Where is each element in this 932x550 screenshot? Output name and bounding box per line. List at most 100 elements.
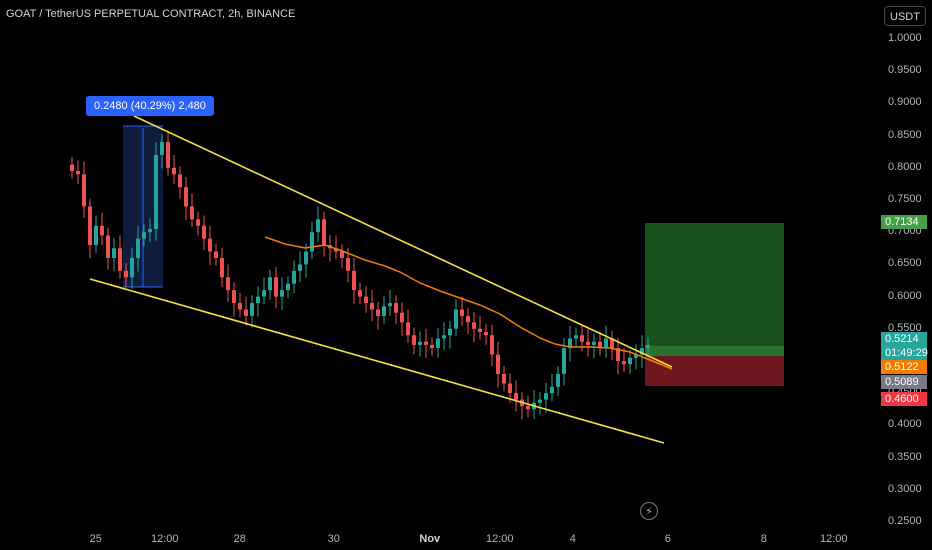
candle-body [346,257,350,271]
candle-body [298,264,302,271]
chart-title: GOAT / TetherUS PERPETUAL CONTRACT, 2h, … [6,8,296,20]
candle-body [334,248,338,252]
candle-body [604,338,608,349]
lightning-icon[interactable]: ⚡ [640,502,658,520]
candle-body [292,270,296,284]
candle-body [154,154,158,229]
candle-body [364,296,368,304]
candle-body [526,406,530,410]
candle-body [490,335,494,355]
candle-body [466,315,470,323]
candle-body [70,164,74,172]
candle-body [388,303,392,307]
price-tick: 0.3000 [888,482,922,495]
candle-body [508,383,512,394]
candle-body [412,335,416,345]
price-tick: 0.9500 [888,64,922,77]
price-tick: 0.8500 [888,128,922,141]
candle-body [148,228,152,233]
price-tag-gray: 0.5089 [881,375,927,389]
price-tick: 0.7500 [888,193,922,205]
candle-body [268,277,272,291]
lower-trendline [89,278,665,444]
price-tick: 0.6000 [888,289,922,302]
candle-body [622,361,626,365]
time-label: 12:00 [151,533,179,545]
candle-body [274,277,278,297]
price-tag-target: 0.7134 [881,215,927,229]
price-chart[interactable] [0,0,880,525]
candle-body [514,393,518,400]
candle-body [502,373,506,384]
time-label: 6 [664,533,671,545]
chart-canvas[interactable] [0,0,880,525]
candle-body [472,322,476,329]
candle-body [538,399,542,403]
candle-body [358,290,362,297]
entry-zone [645,346,784,356]
candle-body [172,167,176,175]
candle-body [136,238,140,258]
price-axis[interactable] [880,0,932,525]
candle-body [196,219,200,226]
candle-body [340,251,344,258]
candle-body [202,225,206,239]
time-label: 12:00 [486,533,514,545]
time-label: 25 [89,533,102,545]
candle-body [574,335,578,339]
candle-body [160,142,164,155]
candle-body [634,354,638,358]
price-tag-ma: 0.5122 [881,360,927,374]
price-tag-stop: 0.4600 [881,392,927,406]
candle-body [598,341,602,349]
candle-body [256,296,260,304]
candle-body [208,238,212,252]
candle-body [262,290,266,297]
candle-body [550,386,554,394]
candle-body [310,232,314,252]
price-tick: 0.9000 [888,96,922,109]
candle-body [94,225,98,246]
candle-body [430,344,434,349]
candle-body [142,232,146,239]
time-label: 4 [569,533,576,545]
candle-body [478,328,482,333]
candle-body [646,344,650,349]
candle-body [460,309,464,316]
price-tick: 0.8000 [888,160,922,173]
time-axis[interactable] [0,525,880,550]
candle-body [130,257,134,278]
candle-body [244,309,248,316]
candle-body [544,393,548,400]
candle-body [424,341,428,345]
candle-body [124,270,128,278]
candle-body [214,251,218,258]
price-tag-last-price: 0.5214 [881,332,927,346]
candle-body [238,303,242,310]
currency-selector[interactable]: USDT [884,6,926,26]
candle-body [112,248,116,258]
candle-body [88,206,92,246]
candle-body [454,309,458,329]
candle-body [628,357,632,365]
price-tick: 0.6500 [888,257,922,270]
candle-body [640,348,644,355]
candle-body [280,290,284,297]
candle-body [568,338,572,349]
candle-body [592,341,596,345]
candle-body [76,171,80,175]
candle-body [178,174,182,188]
price-tick: 0.4000 [888,418,922,431]
candle-body [82,174,86,207]
candle-body [166,142,170,168]
candle-body [352,270,356,291]
price-tag-countdown: 01:49:29 [881,346,928,360]
price-tick: 1.0000 [888,32,922,44]
candle-body [382,306,386,316]
candle-body [226,277,230,291]
candle-body [220,257,224,278]
candle-body [484,332,488,336]
candle-body [400,312,404,323]
price-tick: 0.3500 [888,450,922,463]
candle-body [118,248,122,271]
